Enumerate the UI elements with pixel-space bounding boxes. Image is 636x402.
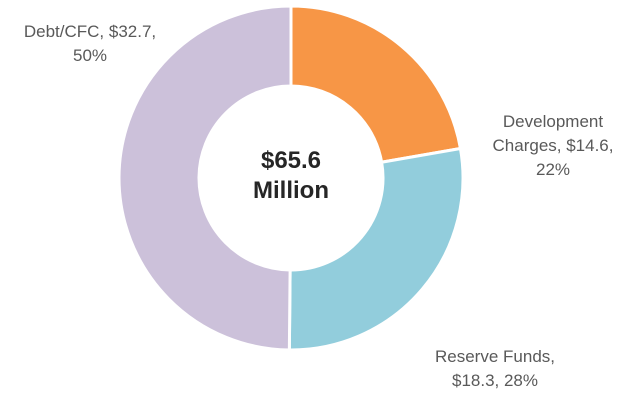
center-label: $65.6 Million — [253, 147, 329, 204]
donut-segment — [117, 4, 293, 352]
donut-segment — [289, 4, 463, 164]
data-label: Development Charges, $14.6, 22% — [492, 112, 614, 179]
donut-segment — [287, 146, 465, 352]
data-label: Debt/CFC, $32.7, 50% — [23, 22, 157, 65]
data-label: Reserve Funds, $18.3, 28% — [435, 347, 555, 390]
